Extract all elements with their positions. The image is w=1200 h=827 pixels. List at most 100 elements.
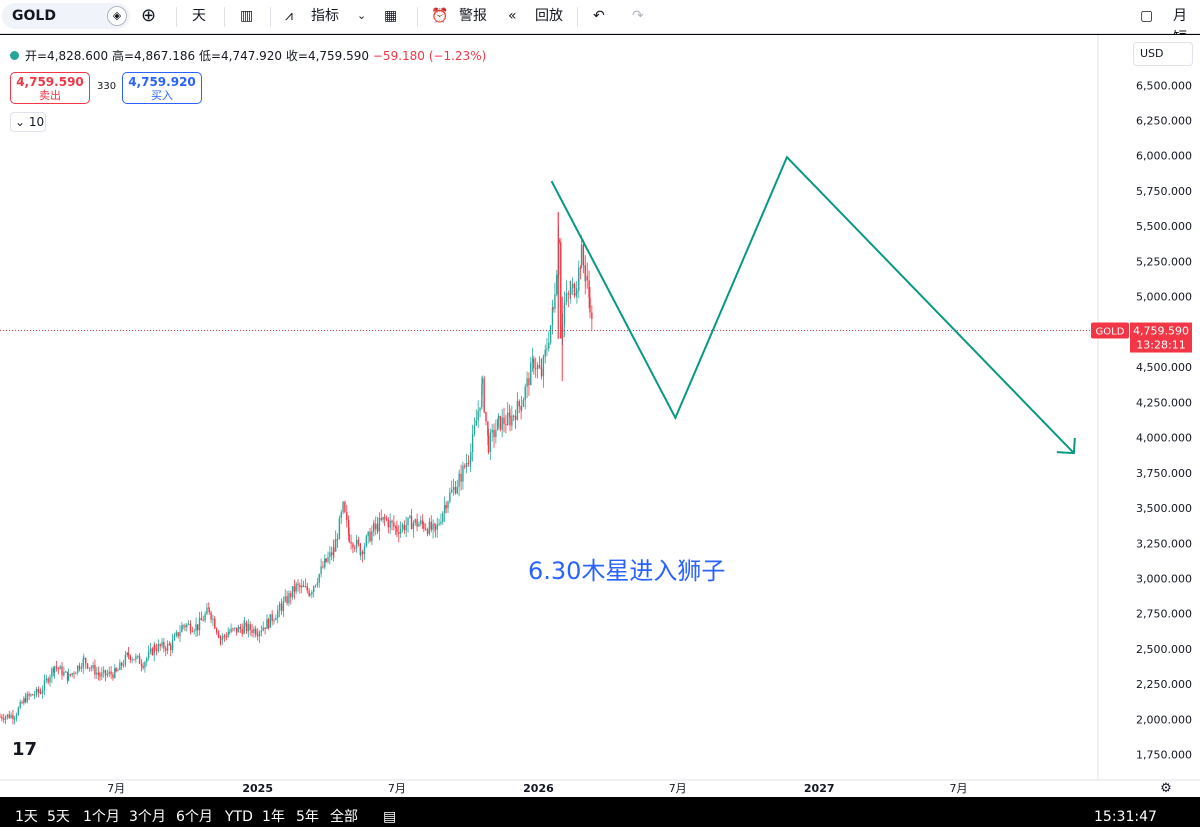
candle-down — [280, 604, 283, 612]
candle-down — [84, 658, 87, 664]
tradingview-logo: 17 — [12, 739, 37, 760]
candle-down — [376, 523, 379, 532]
candle-down — [241, 629, 243, 634]
currency-select[interactable]: USD — [1133, 42, 1193, 66]
y-tick-label: 6,250.000 — [1136, 115, 1192, 128]
candle-down — [509, 415, 511, 426]
symbol-status-icon[interactable]: ◈ — [107, 6, 127, 26]
ohlc-legend: 开=4,828.600 高=4,867.186 低=4,747.920 收=4,… — [10, 47, 486, 64]
y-tick-label: 1,750.000 — [1136, 749, 1192, 762]
legend-open: 开=4,828.600 — [25, 49, 109, 63]
candle-up — [531, 358, 534, 363]
range-3m[interactable]: 3个月 — [129, 809, 166, 825]
candle-up — [80, 667, 83, 669]
candle-up — [449, 492, 451, 502]
range-all[interactable]: 全部 — [330, 809, 358, 825]
candle-down — [191, 631, 194, 633]
candle-down — [55, 666, 58, 668]
candle-down — [393, 522, 395, 527]
date-range-calendar-icon[interactable]: ▤ — [383, 809, 397, 825]
candle-up — [382, 517, 384, 520]
candle-up — [365, 536, 368, 547]
candle-up — [420, 520, 422, 524]
candle-up — [530, 362, 532, 386]
candle-down — [528, 378, 530, 386]
candle-up — [221, 635, 224, 640]
candle-down — [177, 632, 179, 637]
indicators-icon[interactable]: ⩘ — [285, 8, 293, 24]
candle-down — [297, 583, 299, 585]
right-panel-label[interactable]: 月短 — [1173, 8, 1187, 46]
toolbar-divider — [577, 7, 578, 27]
sell-button[interactable]: 4,759.590 卖出 — [10, 72, 90, 104]
candle-up — [291, 586, 294, 598]
candle-up — [338, 517, 341, 540]
candle-up — [262, 627, 264, 631]
range-1y[interactable]: 1年 — [262, 809, 285, 825]
alarm-clock-icon[interactable]: ⏰ — [431, 8, 449, 24]
replay-icon[interactable]: « — [508, 8, 517, 24]
candle-down — [331, 552, 333, 556]
interval-button[interactable]: 天 — [192, 8, 206, 24]
candle-up — [342, 501, 344, 513]
candle-up — [247, 624, 250, 632]
settings-gear-icon[interactable]: ⚙ — [1160, 781, 1172, 796]
y-tick-label: 4,000.000 — [1136, 432, 1192, 445]
redo-icon[interactable]: ↷ — [632, 8, 644, 24]
candle-up — [49, 677, 51, 683]
candle-down — [387, 519, 390, 528]
candle-up — [175, 632, 178, 636]
volume-stepper[interactable]: ⌄ 10 — [10, 112, 46, 132]
candle-down — [264, 627, 266, 629]
candle-up — [206, 607, 208, 615]
layout-grid-icon[interactable]: ▦ — [384, 8, 398, 24]
candle-up — [288, 593, 290, 604]
candle-down — [499, 415, 502, 430]
top-toolbar: GOLD ◈ ⊕ 天 ▥ ⩘ 指标 ⌄ ▦ ⏰ 警报 « 回放 ↶ ↷ ▢ 月短 — [0, 0, 1200, 46]
candle-up — [114, 668, 116, 678]
compare-plus-icon[interactable]: ⊕ — [141, 5, 157, 26]
buy-button[interactable]: 4,759.920 买入 — [122, 72, 202, 104]
range-6m[interactable]: 6个月 — [176, 809, 213, 825]
candle-up — [83, 658, 85, 660]
chevron-down-icon[interactable]: ⌄ — [357, 9, 367, 22]
replay-button[interactable]: 回放 — [535, 8, 563, 24]
symbol-search[interactable]: GOLD ◈ — [2, 3, 130, 29]
candle-down — [540, 368, 543, 377]
fullscreen-icon[interactable]: ▢ — [1140, 8, 1154, 24]
undo-icon[interactable]: ↶ — [593, 8, 605, 24]
x-tick-label: 7月 — [669, 782, 687, 795]
candle-down — [153, 645, 156, 650]
range-1m[interactable]: 1个月 — [83, 809, 120, 825]
candle-up — [10, 714, 12, 718]
range-1d[interactable]: 1天 — [15, 809, 38, 825]
candle-down — [155, 649, 158, 651]
annotation-text: 6.30木星进入狮子 — [528, 557, 725, 585]
price-chart[interactable]: 1,750.000 2,000.000 2,250.000 2,500.000 2,75… — [0, 35, 1200, 797]
candle-up — [401, 524, 404, 529]
candle-down — [567, 293, 570, 295]
range-5y[interactable]: 5年 — [296, 809, 319, 825]
candle-up — [311, 591, 313, 595]
candle-down — [286, 596, 288, 604]
candle-down — [582, 244, 585, 265]
toolbar-divider — [417, 7, 418, 27]
candle-up — [51, 668, 53, 678]
candle-up — [428, 521, 431, 534]
candle-down — [99, 674, 101, 677]
buy-price: 4,759.920 — [128, 75, 196, 89]
candle-up — [71, 673, 73, 676]
alert-button[interactable]: 警报 — [459, 8, 487, 24]
candle-down — [223, 635, 226, 637]
range-ytd[interactable]: YTD — [225, 809, 253, 825]
candle-down — [588, 280, 590, 298]
candle-down — [61, 666, 63, 676]
candle-down — [184, 625, 186, 628]
chart-area[interactable]: 1,750.000 2,000.000 2,250.000 2,500.000 2,75… — [0, 35, 1200, 797]
candle-down — [573, 283, 576, 296]
indicators-button[interactable]: 指标 — [311, 8, 339, 24]
range-5d[interactable]: 5天 — [47, 809, 70, 825]
candles-icon[interactable]: ▥ — [240, 8, 254, 24]
candle-up — [497, 419, 499, 431]
clock-readout[interactable]: 15:31:47 UTC+8 — [1094, 809, 1157, 825]
